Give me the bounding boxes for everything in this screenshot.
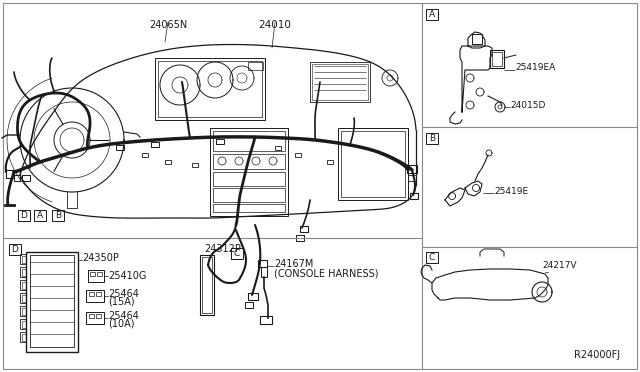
Bar bbox=[426, 133, 438, 144]
Bar bbox=[261, 267, 267, 277]
Bar bbox=[426, 9, 438, 20]
Bar bbox=[89, 314, 94, 318]
Bar bbox=[30, 255, 74, 347]
Bar bbox=[22, 334, 26, 341]
Text: D: D bbox=[20, 211, 28, 220]
Bar bbox=[97, 272, 102, 276]
Text: A: A bbox=[37, 211, 43, 220]
Bar bbox=[200, 255, 214, 315]
Bar bbox=[6, 170, 14, 178]
Bar bbox=[248, 293, 258, 300]
Text: 24167M: 24167M bbox=[274, 259, 314, 269]
Bar bbox=[202, 257, 212, 313]
Text: C: C bbox=[234, 249, 240, 258]
Bar bbox=[96, 292, 101, 296]
Text: 24065N: 24065N bbox=[149, 20, 187, 30]
Bar bbox=[165, 160, 171, 164]
Text: 25464: 25464 bbox=[108, 311, 139, 321]
Bar bbox=[213, 154, 285, 169]
Text: D: D bbox=[12, 245, 19, 254]
Bar bbox=[260, 316, 272, 324]
Bar bbox=[490, 50, 504, 68]
Bar bbox=[22, 175, 30, 181]
Bar bbox=[22, 308, 26, 315]
Text: 24312P: 24312P bbox=[204, 244, 241, 254]
Text: A: A bbox=[429, 10, 435, 19]
Bar bbox=[407, 165, 417, 173]
Bar bbox=[275, 146, 281, 150]
Bar bbox=[20, 280, 26, 290]
Text: (CONSOLE HARNESS): (CONSOLE HARNESS) bbox=[274, 268, 378, 278]
Bar bbox=[52, 210, 64, 221]
Bar bbox=[296, 235, 304, 241]
Bar bbox=[20, 319, 26, 329]
Bar bbox=[151, 142, 159, 147]
Bar bbox=[20, 306, 26, 316]
Bar bbox=[90, 272, 95, 276]
Bar bbox=[472, 34, 482, 44]
Bar bbox=[492, 52, 502, 66]
Bar bbox=[96, 314, 101, 318]
Bar bbox=[192, 163, 198, 167]
Bar bbox=[300, 226, 308, 232]
Bar bbox=[213, 204, 285, 212]
Bar bbox=[216, 139, 224, 144]
Bar bbox=[213, 131, 285, 151]
Bar bbox=[295, 153, 301, 157]
Bar bbox=[210, 128, 288, 216]
Bar bbox=[22, 282, 26, 289]
Text: (15A): (15A) bbox=[108, 297, 134, 307]
Bar bbox=[213, 172, 285, 186]
Bar bbox=[20, 254, 26, 264]
Bar bbox=[158, 61, 262, 117]
Bar bbox=[155, 58, 265, 120]
Text: 25419EA: 25419EA bbox=[515, 64, 556, 73]
Text: 25410G: 25410G bbox=[108, 271, 147, 281]
Bar bbox=[22, 269, 26, 276]
Bar bbox=[22, 295, 26, 302]
Bar bbox=[248, 62, 263, 70]
Bar bbox=[26, 252, 78, 352]
Bar bbox=[231, 248, 243, 259]
Bar bbox=[86, 290, 104, 302]
Text: 24350P: 24350P bbox=[82, 253, 119, 263]
Text: 24015D: 24015D bbox=[510, 100, 545, 109]
Text: 24217V: 24217V bbox=[542, 262, 577, 270]
Bar bbox=[310, 62, 370, 102]
Bar bbox=[213, 188, 285, 202]
Bar bbox=[9, 244, 21, 255]
Bar bbox=[18, 210, 30, 221]
Bar bbox=[245, 302, 253, 308]
Bar bbox=[116, 145, 124, 150]
Bar bbox=[410, 193, 418, 199]
Bar bbox=[22, 321, 26, 328]
Text: B: B bbox=[429, 134, 435, 143]
Bar bbox=[341, 131, 405, 197]
Text: B: B bbox=[55, 211, 61, 220]
Bar bbox=[20, 267, 26, 277]
Text: 25464: 25464 bbox=[108, 289, 139, 299]
Bar bbox=[86, 312, 104, 324]
Bar bbox=[34, 210, 46, 221]
Text: 24010: 24010 bbox=[259, 20, 291, 30]
Text: C: C bbox=[429, 253, 435, 262]
Bar bbox=[20, 332, 26, 342]
Bar bbox=[408, 175, 416, 181]
Bar bbox=[22, 256, 26, 263]
Bar bbox=[312, 64, 368, 100]
Bar bbox=[338, 128, 408, 200]
Text: (10A): (10A) bbox=[108, 318, 134, 328]
Bar bbox=[88, 270, 104, 282]
Bar bbox=[142, 153, 148, 157]
Bar bbox=[20, 293, 26, 303]
Bar bbox=[89, 292, 94, 296]
Text: R24000FJ: R24000FJ bbox=[574, 350, 620, 360]
Bar bbox=[14, 175, 20, 181]
Text: 25419E: 25419E bbox=[494, 187, 528, 196]
Bar bbox=[258, 260, 267, 267]
Bar bbox=[426, 252, 438, 263]
Bar bbox=[327, 160, 333, 164]
